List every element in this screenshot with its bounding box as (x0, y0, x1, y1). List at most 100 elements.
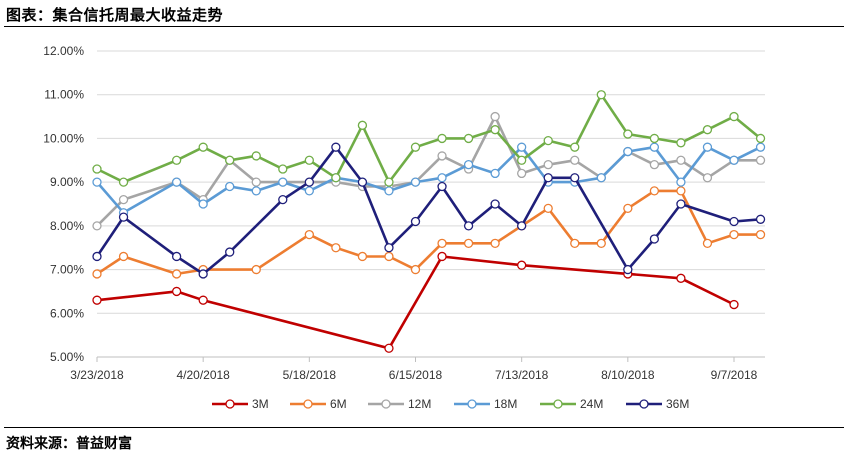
data-point (463, 160, 474, 170)
legend-label: 12M (408, 397, 431, 411)
legend-item-36m: 36M (626, 397, 689, 411)
data-point (649, 133, 660, 144)
legend: 3M 6M 12M 18M 24M 36M (212, 397, 689, 411)
y-tick-label: 9.00% (50, 175, 84, 189)
data-point (570, 173, 580, 183)
top-rule (4, 26, 844, 27)
data-point (490, 111, 500, 122)
data-point (729, 216, 739, 227)
legend-swatch-marker (553, 399, 563, 409)
data-point (304, 186, 314, 196)
x-tick-label: 7/13/2018 (495, 368, 549, 382)
y-axis-ticks: 5.00% 6.00% 7.00% 8.00% 9.00% 10.00% 11.00% 12.… (43, 44, 84, 364)
data-point (570, 238, 580, 248)
data-point (304, 177, 314, 187)
data-point (437, 181, 447, 192)
data-point (278, 177, 288, 187)
data-point (357, 177, 368, 187)
data-point (437, 173, 447, 183)
data-point (623, 129, 633, 139)
legend-item-3m: 3M (212, 397, 269, 411)
data-point (384, 243, 394, 253)
data-point (702, 173, 713, 183)
data-point (517, 168, 527, 179)
data-point (198, 295, 208, 305)
y-tick-label: 5.00% (50, 350, 84, 364)
data-point (729, 111, 739, 122)
data-point (463, 221, 474, 231)
data-point (623, 203, 633, 214)
data-point (278, 194, 288, 205)
data-point (171, 177, 182, 187)
data-point (543, 135, 553, 146)
legend-label: 36M (666, 397, 689, 411)
bottom-rule (4, 427, 844, 428)
data-point (570, 155, 580, 165)
data-point (437, 251, 447, 262)
data-point (331, 173, 341, 183)
series-36m (92, 142, 766, 279)
x-tick-label: 5/18/2018 (283, 368, 337, 382)
data-point (410, 264, 421, 275)
data-point (118, 194, 129, 205)
data-point (384, 343, 394, 353)
data-point (251, 264, 261, 275)
data-point (676, 177, 686, 187)
data-point (596, 173, 606, 183)
data-point (676, 273, 686, 283)
data-point (517, 142, 527, 152)
data-point (278, 164, 288, 174)
data-point (676, 199, 686, 209)
data-point (225, 181, 235, 192)
data-point (225, 247, 235, 257)
data-point (384, 251, 394, 262)
data-point (729, 299, 739, 310)
x-tick-label: 3/23/2018 (70, 368, 124, 382)
data-point (92, 269, 102, 279)
data-point (92, 295, 102, 305)
data-point (729, 155, 739, 165)
data-point (676, 155, 686, 165)
data-point (331, 243, 341, 253)
series-group (92, 90, 766, 353)
data-point (623, 264, 633, 275)
legend-item-18m: 18M (454, 397, 517, 411)
legend-swatch-marker (467, 399, 477, 409)
x-tick-label: 4/20/2018 (176, 368, 230, 382)
data-point (649, 186, 660, 196)
data-point (437, 133, 447, 144)
data-point (623, 146, 633, 157)
grid-lines (97, 50, 765, 358)
data-point (490, 125, 500, 135)
data-point (304, 155, 314, 165)
data-point (437, 238, 447, 248)
data-point (543, 203, 553, 214)
data-point (357, 251, 368, 262)
legend-swatch-marker (381, 399, 391, 409)
data-point (410, 177, 421, 187)
data-point (755, 229, 766, 240)
y-tick-label: 10.00% (43, 131, 84, 145)
data-point (517, 260, 527, 270)
data-point (92, 177, 102, 187)
data-point (755, 142, 766, 152)
data-point (251, 177, 261, 187)
y-tick-label: 12.00% (43, 44, 84, 58)
data-point (304, 229, 314, 240)
legend-item-6m: 6M (290, 397, 347, 411)
legend-label: 18M (494, 397, 517, 411)
data-point (463, 133, 474, 144)
data-point (702, 142, 713, 152)
data-point (410, 142, 421, 152)
data-point (198, 269, 208, 279)
data-point (171, 251, 182, 262)
data-point (118, 212, 129, 222)
legend-swatch-marker (303, 399, 313, 409)
legend-swatch-marker (639, 399, 649, 409)
data-point (596, 238, 606, 248)
data-point (676, 138, 686, 148)
data-point (517, 221, 527, 231)
data-point (198, 142, 208, 152)
data-point (490, 238, 500, 248)
legend-label: 6M (330, 397, 347, 411)
